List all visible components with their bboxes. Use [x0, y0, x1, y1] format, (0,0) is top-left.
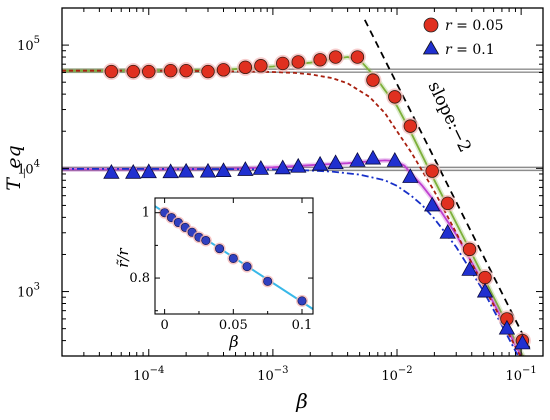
inset-y-tick-label: 0.8 [129, 271, 150, 286]
inset-plot-content [155, 205, 313, 310]
data-point-triangle [424, 196, 441, 212]
data-point [440, 196, 455, 211]
data-point [104, 64, 119, 79]
data-point-triangle [237, 161, 254, 176]
data-point-triangle [364, 149, 382, 165]
inset-data-point [201, 235, 211, 245]
data-point-triangle [476, 282, 494, 298]
data-point-triangle [290, 157, 307, 173]
data-point-triangle [125, 163, 142, 179]
inset-data-point [215, 244, 225, 254]
inset-x-axis-title: β [228, 332, 238, 351]
data-point-triangle [402, 168, 419, 183]
x-tick-label: 10−3 [257, 365, 288, 384]
data-point-triangle [327, 154, 344, 170]
inset-x-tick-label: 0.05 [219, 318, 248, 333]
main-plot-content [62, 19, 543, 356]
data-point-triangle [311, 155, 329, 171]
y-axis-title: T_eq [3, 145, 25, 191]
data-point [142, 64, 156, 79]
series-4-line [62, 69, 522, 356]
data-point-triangle [274, 159, 291, 175]
data-point [328, 50, 343, 64]
legend-marker-r005 [423, 17, 439, 33]
inset-data-point [297, 296, 307, 306]
y-tick-label: 105 [17, 35, 40, 54]
inset-x-tick-label: 0 [160, 318, 168, 333]
data-point-triangle [349, 152, 366, 167]
data-point-triangle [103, 163, 120, 179]
data-point [216, 63, 231, 77]
y-tick-label: 103 [17, 282, 40, 301]
y-axis-title-text: T_eq [3, 145, 25, 191]
data-point [291, 55, 305, 69]
x-tick-label: 10−4 [133, 365, 164, 384]
legend: r = 0.05 r = 0.1 [422, 17, 504, 58]
legend-label-r005-text: = 0.05 [452, 18, 504, 34]
data-point [366, 73, 380, 87]
main-ticks: 10−4 10−3 10−2 10−1 103 104 105 [17, 7, 543, 384]
inset-data-point [228, 253, 238, 263]
data-point [313, 53, 327, 67]
x-tick-label: 10−2 [381, 365, 412, 384]
data-point [350, 50, 365, 64]
legend-label-r01-prefix: r [445, 42, 453, 58]
data-point-triangle [439, 223, 456, 239]
data-point [276, 56, 290, 71]
data-point [126, 64, 140, 79]
data-point-triangle [199, 162, 217, 178]
data-point-triangle [514, 334, 531, 350]
inset-x-tick-label: 0.1 [292, 318, 313, 333]
data-point-triangle [140, 163, 157, 179]
inset-frame [154, 197, 314, 315]
data-point [201, 64, 215, 79]
data-point-triangle [252, 160, 270, 175]
plot-frame [61, 7, 544, 357]
data-point [403, 119, 418, 133]
data-point [179, 63, 193, 78]
data-point [388, 90, 402, 104]
legend-label-r005-prefix: r [445, 18, 453, 34]
legend-marker-r01 [422, 40, 440, 55]
inset-data-point [242, 262, 252, 272]
inset-y-tick-label: 1 [142, 206, 150, 221]
data-point [254, 59, 268, 73]
legend-label-r01-text: = 0.1 [452, 42, 495, 58]
inset-data-point [263, 276, 273, 286]
data-point-triangle [461, 261, 478, 276]
inset-ticks: 0 0.05 0.1 1 0.8 [129, 198, 313, 333]
data-point [238, 60, 253, 75]
legend-label-r005: r = 0.05 [445, 18, 504, 34]
data-point-triangle [215, 162, 232, 177]
data-point [478, 270, 492, 285]
legend-label-r01: r = 0.1 [445, 42, 495, 58]
data-point [163, 63, 178, 78]
data-point [425, 164, 439, 178]
x-tick-label: 10−1 [505, 365, 536, 384]
data-point [462, 242, 477, 257]
data-point-triangle [177, 162, 195, 178]
data-point-triangle [162, 163, 179, 179]
data-point-triangle [386, 152, 403, 167]
y-tick-label: 104 [17, 158, 40, 177]
inset-y-axis-title: r̃/r [114, 247, 132, 267]
data-point-triangle [498, 319, 516, 335]
x-axis-title: β [295, 389, 308, 413]
series-6-line [363, 19, 532, 352]
